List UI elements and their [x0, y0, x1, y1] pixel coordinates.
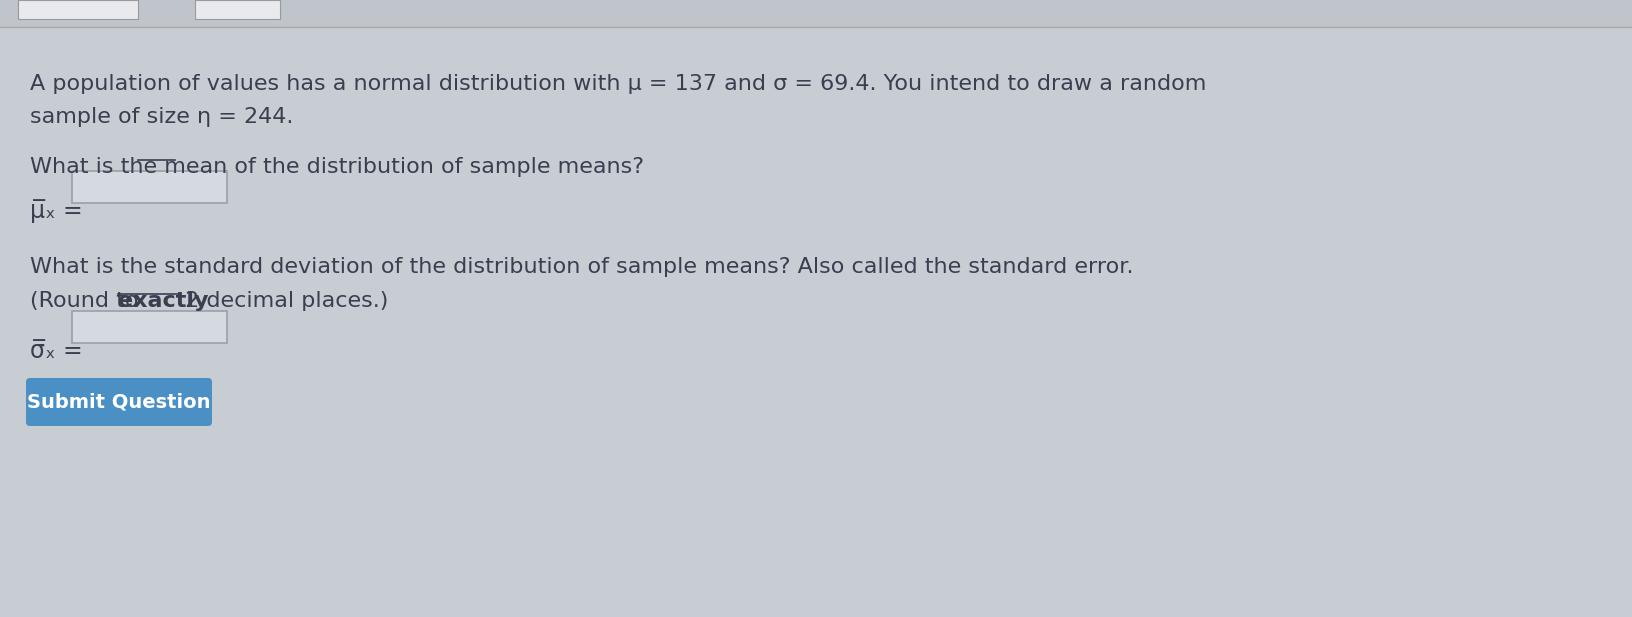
- Text: A population of values has a normal distribution with μ = 137 and σ = 69.4. You : A population of values has a normal dist…: [29, 74, 1206, 94]
- Text: μ̅ₓ =: μ̅ₓ =: [29, 199, 83, 223]
- FancyBboxPatch shape: [72, 311, 227, 343]
- FancyBboxPatch shape: [0, 27, 1632, 617]
- Text: What is the standard deviation of the distribution of sample means? Also called : What is the standard deviation of the di…: [29, 257, 1134, 277]
- FancyBboxPatch shape: [18, 0, 139, 19]
- Text: (Round to: (Round to: [29, 291, 145, 311]
- Text: Submit Question: Submit Question: [28, 392, 211, 412]
- Text: exactly: exactly: [118, 291, 209, 311]
- Text: σ̅ₓ =: σ̅ₓ =: [29, 339, 83, 363]
- Text: What is the mean of the distribution of sample means?: What is the mean of the distribution of …: [29, 157, 645, 177]
- FancyBboxPatch shape: [26, 378, 212, 426]
- FancyBboxPatch shape: [72, 171, 227, 203]
- FancyBboxPatch shape: [0, 0, 1632, 27]
- Text: 2 decimal places.): 2 decimal places.): [178, 291, 388, 311]
- Text: sample of size η = 244.: sample of size η = 244.: [29, 107, 294, 127]
- FancyBboxPatch shape: [194, 0, 281, 19]
